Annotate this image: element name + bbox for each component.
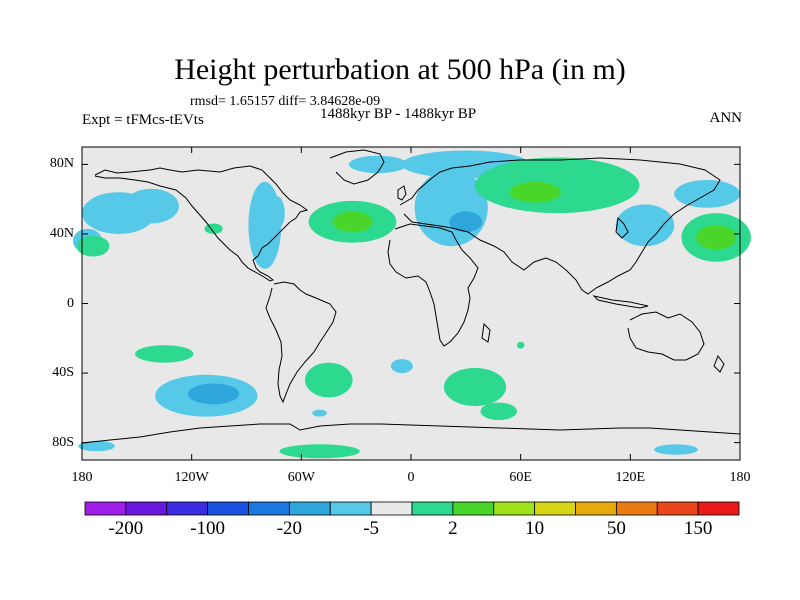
- colorbar-swatch: [288, 501, 331, 516]
- anomaly-east-asia-low: [615, 204, 675, 247]
- lat-label: 40N: [49, 225, 74, 241]
- colorbar-label: -200: [108, 518, 144, 539]
- anomaly-greenland-low: [348, 155, 408, 174]
- anomaly-europe-low-core: [449, 211, 483, 233]
- colorbar-swatch: [125, 501, 168, 516]
- colorbar-label: -5: [363, 518, 380, 539]
- colorbar-swatch: [493, 501, 536, 516]
- anomaly-pacific-west-edge-high: [76, 235, 110, 257]
- lon-label: 60W: [287, 470, 315, 485]
- coastline-japan: [615, 216, 629, 239]
- season-label: ANN: [709, 110, 743, 126]
- colorbar-swatch: [370, 501, 413, 516]
- anomaly-south-pacific-low-core: [188, 383, 240, 405]
- anomaly-west-pacific-high-core: [696, 225, 737, 250]
- colorbar-swatch: [166, 501, 209, 516]
- anomaly-siberia-high-core: [509, 181, 561, 203]
- coastline-madagascar: [481, 322, 491, 343]
- figure-title: Height perturbation at 500 hPa (in m): [174, 53, 626, 86]
- colorbar-swatch: [697, 501, 740, 516]
- anomaly-falklands-low: [312, 409, 327, 417]
- colorbar: [84, 501, 740, 516]
- colorbar-swatch: [207, 501, 249, 516]
- anomaly-canada-low-east: [266, 195, 285, 231]
- colorbar-swatch: [411, 501, 454, 516]
- colorbar-swatch: [615, 501, 658, 516]
- axis-ticks: [81, 147, 741, 460]
- coastlines: [81, 149, 741, 444]
- colorbar-label: 50: [606, 518, 626, 539]
- colorbar-swatch: [329, 501, 372, 516]
- anomaly-southern-indian-high-tail: [480, 402, 517, 420]
- lon-label: 60E: [509, 470, 532, 485]
- lon-label: 0: [407, 470, 415, 485]
- lon-label: 120E: [615, 470, 646, 485]
- colorbar-swatch: [656, 501, 699, 516]
- coastline-australia: [627, 311, 705, 361]
- anomaly-antarctic-pacific-low: [78, 440, 115, 452]
- anomaly-north-pacific-low-east: [124, 188, 179, 224]
- coastline-south-america: [265, 281, 337, 404]
- colorbar-label: 150: [683, 518, 713, 539]
- coastline-greenland: [329, 149, 385, 185]
- anomaly-siberia-high: [474, 157, 640, 214]
- lon-label: 180: [71, 470, 93, 485]
- experiment-label: Expt = tFMcs-tEVts: [82, 112, 204, 128]
- anomaly-madagascar-high: [517, 341, 525, 349]
- anomaly-south-atlantic-low: [390, 359, 413, 374]
- anomaly-south-atlantic-high: [305, 362, 353, 398]
- colorbar-swatch: [575, 501, 617, 516]
- coastline-eurasia: [399, 157, 721, 295]
- rmsd-diff-label: rmsd= 1.65157 diff= 3.84628e-09: [190, 94, 381, 109]
- anomaly-southern-indian-high: [443, 367, 507, 407]
- lat-label: 80N: [49, 156, 74, 172]
- colorbar-swatch: [452, 501, 495, 516]
- lat-label: 40S: [52, 365, 74, 381]
- period-label: 1488kyr BP - 1488kyr BP: [320, 106, 477, 122]
- lon-label: 120W: [174, 470, 209, 485]
- lat-label: 0: [67, 295, 74, 311]
- anomaly-antarctic-high: [279, 444, 360, 459]
- colorbar-swatch: [84, 501, 127, 516]
- anomaly-antarctic-west-pacific-low: [654, 444, 698, 455]
- coastline-britain: [397, 185, 407, 201]
- anomaly-north-atlantic-high-core: [332, 211, 373, 233]
- map-area: [72, 146, 751, 461]
- coastline-africa: [387, 223, 479, 347]
- anomaly-south-pacific-high: [135, 345, 194, 363]
- lat-label: 80S: [52, 434, 74, 450]
- colorbar-label: 2: [448, 518, 458, 539]
- coastline-new-zealand: [713, 354, 725, 373]
- colorbar-label: -100: [190, 518, 226, 539]
- colorbar-swatch: [534, 501, 576, 516]
- coastline-antarctica: [81, 423, 741, 444]
- colorbar-swatch: [248, 501, 290, 516]
- anomaly-fields: [72, 150, 751, 459]
- colorbar-label: -20: [276, 518, 303, 539]
- coastline-indonesia: [592, 295, 649, 309]
- colorbar-label: 10: [525, 518, 545, 539]
- lon-label: 180: [729, 470, 751, 485]
- coastline-north-america: [94, 165, 309, 282]
